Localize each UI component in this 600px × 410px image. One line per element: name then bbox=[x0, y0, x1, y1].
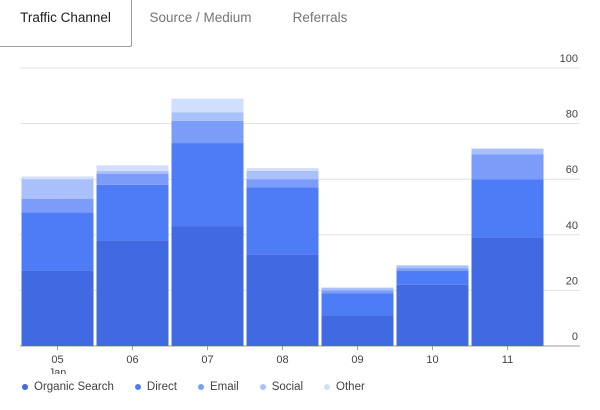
bar-segment-organic-search bbox=[171, 226, 244, 346]
legend-dot-icon bbox=[22, 384, 28, 390]
bar-segment-social bbox=[396, 265, 469, 269]
bar-segment-email bbox=[471, 154, 544, 180]
legend-dot-icon bbox=[197, 384, 204, 390]
x-tick-label: 10 bbox=[426, 354, 438, 366]
bar-segment-organic-search bbox=[471, 237, 544, 346]
bar-segment-direct bbox=[396, 270, 469, 285]
legend-item-organic-search[interactable]: Organic Search bbox=[22, 381, 114, 393]
bar-segment-email bbox=[246, 179, 319, 188]
chart-legend: Organic Search Direct Email Social Other bbox=[22, 378, 365, 396]
legend-item-email[interactable]: Email bbox=[197, 381, 239, 393]
bar-segment-email bbox=[396, 268, 469, 271]
x-tick-label: 07 bbox=[201, 354, 213, 366]
bar-segment-direct bbox=[96, 184, 169, 241]
legend-item-social[interactable]: Social bbox=[259, 381, 304, 393]
y-tick-label: 0 bbox=[572, 331, 578, 343]
bar-segment-social bbox=[471, 148, 544, 155]
y-tick-label: 60 bbox=[566, 164, 578, 176]
x-tick-label: 06 bbox=[126, 354, 138, 366]
bar-segment-social bbox=[21, 179, 94, 199]
legend-dot-icon bbox=[324, 384, 331, 390]
legend-label: Email bbox=[209, 381, 239, 393]
tab-bar: Traffic Channel Source / Medium Referral… bbox=[0, 0, 600, 47]
tab-referrals[interactable]: Referrals bbox=[292, 10, 348, 25]
bar-segment-organic-search bbox=[21, 270, 94, 346]
bar-segment-direct bbox=[21, 212, 94, 271]
bar-segment-organic-search bbox=[396, 284, 469, 346]
bar-segment-direct bbox=[471, 179, 544, 238]
tab-traffic-channel[interactable]: Traffic Channel bbox=[0, 0, 132, 47]
bar-segment-social bbox=[246, 170, 319, 180]
bar-segment-email bbox=[21, 198, 94, 213]
x-tick-label: 05 bbox=[51, 354, 63, 366]
tab-source-medium[interactable]: Source / Medium bbox=[149, 10, 252, 25]
bar-segment-direct bbox=[171, 143, 244, 227]
x-tick-label: 09 bbox=[351, 354, 363, 366]
legend-label: Social bbox=[271, 381, 304, 393]
bar-segment-email bbox=[96, 173, 169, 185]
bar-segment-email bbox=[171, 120, 244, 144]
bar-segment-social bbox=[321, 287, 394, 291]
bar-segment-social bbox=[96, 170, 169, 174]
x-tick-sublabel: Jan bbox=[49, 367, 67, 374]
y-tick-label: 100 bbox=[560, 53, 578, 65]
legend-label: Direct bbox=[146, 381, 177, 393]
legend-item-other[interactable]: Other bbox=[324, 381, 365, 393]
legend-label: Organic Search bbox=[34, 381, 114, 393]
bar-segment-organic-search bbox=[246, 254, 319, 346]
y-tick-label: 40 bbox=[566, 220, 578, 232]
bar-segment-other bbox=[21, 176, 94, 180]
bar-segment-direct bbox=[246, 187, 319, 255]
bar-segment-other bbox=[246, 168, 319, 171]
legend-dot-icon bbox=[134, 384, 141, 390]
y-tick-label: 80 bbox=[566, 109, 578, 121]
legend-label: Other bbox=[336, 381, 365, 393]
bar-segment-organic-search bbox=[321, 315, 394, 346]
legend-item-direct[interactable]: Direct bbox=[134, 381, 177, 393]
bar-segment-organic-search bbox=[96, 240, 169, 346]
bar-segment-social bbox=[171, 112, 244, 121]
y-tick-label: 20 bbox=[566, 275, 578, 287]
bar-segment-other bbox=[171, 98, 244, 113]
bar-segment-other bbox=[96, 165, 169, 171]
x-tick-label: 08 bbox=[276, 354, 288, 366]
bar-segment-email bbox=[321, 290, 394, 294]
x-tick-label: 11 bbox=[502, 354, 513, 366]
bar-segment-direct bbox=[321, 293, 394, 316]
legend-dot-icon bbox=[259, 384, 266, 390]
